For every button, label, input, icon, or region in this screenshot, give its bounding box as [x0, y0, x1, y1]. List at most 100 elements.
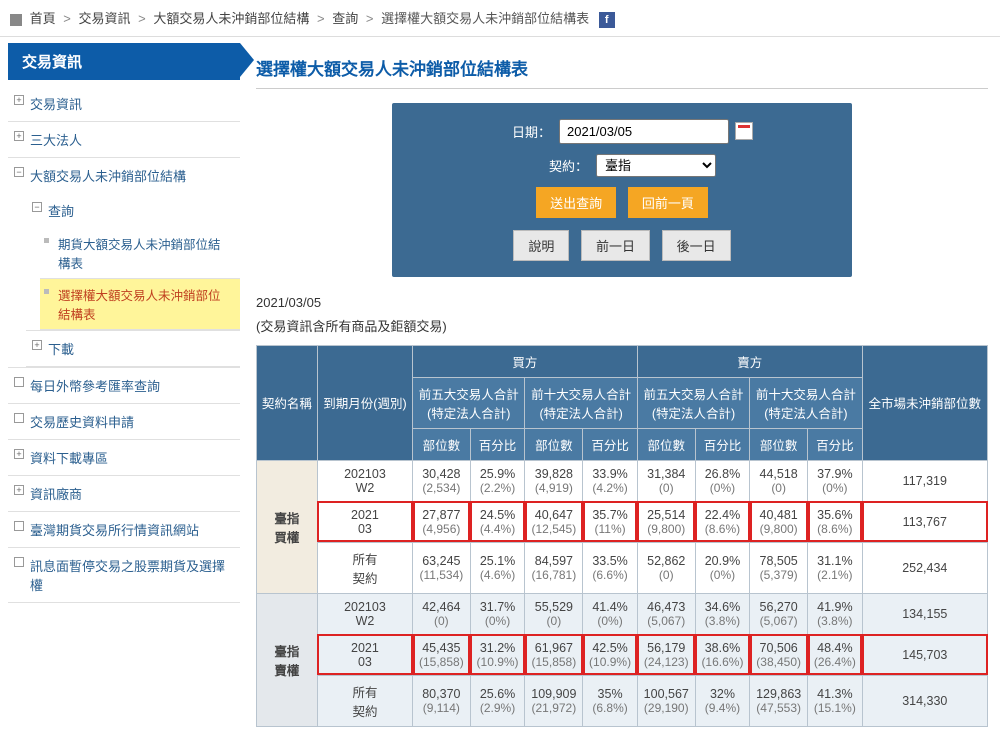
sidebar-item-label: 下載 [48, 342, 74, 357]
back-button[interactable]: 回前一頁 [628, 187, 708, 218]
toggle-icon[interactable]: − [32, 202, 42, 212]
crumb-1[interactable]: 交易資訊 [78, 11, 130, 26]
sidebar-item[interactable]: 訊息面暫停交易之股票期貨及選擇權 [8, 548, 240, 602]
sidebar-item-label: 選擇權大額交易人未沖銷部位結構表 [58, 289, 221, 322]
th-pos: 部位數 [413, 428, 471, 460]
date-input[interactable] [559, 119, 729, 144]
sidebar-item[interactable]: +三大法人 [8, 122, 240, 157]
table-row: 所有 契約63,245(11,534)25.1%(4.6%)84,597(16,… [257, 542, 988, 593]
result-date: 2021/03/05 [256, 295, 988, 310]
data-cell: 33.9%(4.2%) [583, 460, 638, 501]
help-button[interactable]: 說明 [513, 230, 569, 261]
data-cell: 31,384(0) [637, 460, 695, 501]
sidebar-item[interactable]: 交易歷史資料申請 [8, 404, 240, 439]
sidebar-item-label: 期貨大額交易人未沖銷部位結構表 [58, 238, 221, 271]
data-cell: 40,481(9,800) [750, 501, 808, 542]
data-cell: 38.6%(16.6%) [695, 634, 750, 675]
oi-cell: 314,330 [862, 675, 987, 726]
sidebar-item[interactable]: 每日外幣參考匯率查詢 [8, 368, 240, 403]
sidebar-item-label: 資訊廠商 [30, 487, 82, 502]
expiry-cell: 202103 W2 [317, 460, 412, 501]
data-cell: 44,518(0) [750, 460, 808, 501]
data-cell: 42.5%(10.9%) [583, 634, 638, 675]
data-cell: 32%(9.4%) [695, 675, 750, 726]
sidebar-nav: +交易資訊+三大法人−大額交易人未沖銷部位結構−查詢期貨大額交易人未沖銷部位結構… [8, 86, 240, 603]
contract-select[interactable]: 臺指 [596, 154, 716, 177]
data-cell: 63,245(11,534) [413, 542, 471, 593]
home-icon[interactable] [10, 14, 22, 26]
bullet-icon [44, 289, 49, 294]
sidebar-item[interactable]: 選擇權大額交易人未沖銷部位結構表 [40, 279, 240, 329]
expiry-cell: 202103 W2 [317, 593, 412, 634]
table-row: 所有 契約80,370(9,114)25.6%(2.9%)109,909(21,… [257, 675, 988, 726]
data-cell: 25,514(9,800) [637, 501, 695, 542]
data-cell: 31.7%(0%) [470, 593, 525, 634]
bullet-icon [44, 238, 49, 243]
calendar-icon[interactable] [735, 122, 753, 140]
data-cell: 24.5%(4.4%) [470, 501, 525, 542]
data-cell: 48.4%(26.4%) [808, 634, 863, 675]
sidebar-item-label: 大額交易人未沖銷部位結構 [30, 169, 186, 184]
sidebar-item-label: 臺灣期貨交易所行情資訊網站 [30, 523, 199, 538]
expiry-cell: 所有 契約 [317, 675, 412, 726]
crumb-home[interactable]: 首頁 [30, 11, 56, 26]
next-day-button[interactable]: 後一日 [662, 230, 731, 261]
submit-button[interactable]: 送出查詢 [536, 187, 616, 218]
expiry-cell: 2021 03 [317, 501, 412, 542]
th-pct: 百分比 [583, 428, 638, 460]
sidebar-item[interactable]: 期貨大額交易人未沖銷部位結構表 [40, 228, 240, 278]
toggle-icon[interactable]: + [14, 131, 24, 141]
toggle-icon[interactable]: + [32, 340, 42, 350]
data-cell: 56,179(24,123) [637, 634, 695, 675]
prev-day-button[interactable]: 前一日 [581, 230, 650, 261]
data-cell: 56,270(5,067) [750, 593, 808, 634]
sidebar-item[interactable]: −查詢 [26, 193, 240, 228]
data-cell: 25.9%(2.2%) [470, 460, 525, 501]
toggle-icon[interactable]: − [14, 167, 24, 177]
sidebar-item[interactable]: +交易資訊 [8, 86, 240, 121]
result-note: (交易資訊含所有商品及鉅額交易) [256, 316, 988, 335]
facebook-icon[interactable]: f [599, 12, 615, 28]
sidebar-item-label: 資料下載專區 [30, 451, 108, 466]
expiry-cell: 所有 契約 [317, 542, 412, 593]
data-cell: 22.4%(8.6%) [695, 501, 750, 542]
th-pos: 部位數 [637, 428, 695, 460]
breadcrumb: 首頁 > 交易資訊 > 大額交易人未沖銷部位結構 > 查詢 > 選擇權大額交易人… [0, 0, 1000, 37]
sidebar-item[interactable]: −大額交易人未沖銷部位結構 [8, 158, 240, 193]
data-cell: 46,473(5,067) [637, 593, 695, 634]
toggle-icon[interactable]: + [14, 95, 24, 105]
sidebar-title: 交易資訊 [8, 43, 240, 80]
toggle-icon[interactable]: + [14, 449, 24, 459]
contract-label: 契約： [528, 156, 588, 175]
contract-name: 臺指 買權 [257, 460, 318, 593]
data-cell: 78,505(5,379) [750, 542, 808, 593]
sidebar-item-label: 查詢 [48, 204, 74, 219]
table-row: 2021 0327,877(4,956)24.5%(4.4%)40,647(12… [257, 501, 988, 542]
oi-cell: 252,434 [862, 542, 987, 593]
crumb-2[interactable]: 大額交易人未沖銷部位結構 [153, 11, 309, 26]
sidebar-item[interactable]: + 下載 [26, 331, 240, 366]
data-cell: 40,647(12,545) [525, 501, 583, 542]
th-expiry: 到期月份(週別) [317, 345, 412, 460]
oi-cell: 117,319 [862, 460, 987, 501]
data-cell: 109,909(21,972) [525, 675, 583, 726]
sidebar-item[interactable]: + 資料下載專區 [8, 440, 240, 475]
data-cell: 33.5%(6.6%) [583, 542, 638, 593]
data-cell: 42,464(0) [413, 593, 471, 634]
data-cell: 34.6%(3.8%) [695, 593, 750, 634]
th-pos: 部位數 [750, 428, 808, 460]
date-label: 日期： [491, 122, 551, 141]
toggle-icon[interactable]: + [14, 485, 24, 495]
data-cell: 55,529(0) [525, 593, 583, 634]
oi-cell: 145,703 [862, 634, 987, 675]
th-pct: 百分比 [808, 428, 863, 460]
data-cell: 39,828(4,919) [525, 460, 583, 501]
crumb-3[interactable]: 查詢 [332, 11, 358, 26]
data-cell: 100,567(29,190) [637, 675, 695, 726]
sidebar-item[interactable]: + 資訊廠商 [8, 476, 240, 511]
sidebar-item[interactable]: 臺灣期貨交易所行情資訊網站 [8, 512, 240, 547]
th-pct: 百分比 [695, 428, 750, 460]
table-row: 2021 0345,435(15,858)31.2%(10.9%)61,967(… [257, 634, 988, 675]
data-cell: 41.3%(15.1%) [808, 675, 863, 726]
th-contract: 契約名稱 [257, 345, 318, 460]
